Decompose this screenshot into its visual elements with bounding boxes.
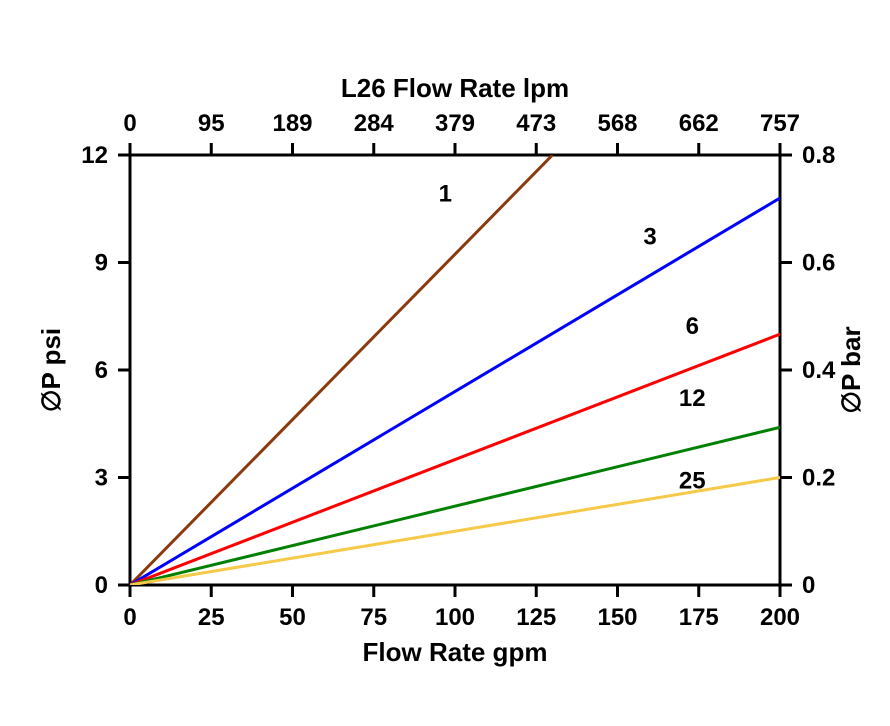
x-axis-bottom-title: Flow Rate gpm [363, 637, 548, 667]
ytick-left: 12 [81, 142, 108, 169]
chart-container: 0255075100125150175200Flow Rate gpm09518… [0, 0, 890, 726]
xtick-bottom: 200 [760, 604, 800, 631]
ytick-right: 0.6 [802, 250, 835, 277]
xtick-top: 662 [679, 110, 719, 137]
xtick-top: 189 [272, 110, 312, 137]
ytick-left: 0 [95, 572, 108, 599]
xtick-bottom: 25 [198, 604, 225, 631]
ytick-left: 9 [95, 250, 108, 277]
xtick-bottom: 100 [435, 604, 475, 631]
series-label-6: 6 [686, 313, 699, 340]
series-label-3: 3 [643, 224, 656, 251]
x-axis-top-title: L26 Flow Rate lpm [341, 73, 569, 103]
xtick-top: 757 [760, 110, 800, 137]
xtick-top: 568 [597, 110, 637, 137]
y-axis-left-title: ∅P psi [36, 328, 66, 412]
ytick-left: 6 [95, 357, 108, 384]
xtick-bottom: 50 [279, 604, 306, 631]
xtick-bottom: 75 [360, 604, 387, 631]
y-axis-right-title: ∅P bar [836, 326, 866, 413]
xtick-top: 379 [435, 110, 475, 137]
line-chart: 0255075100125150175200Flow Rate gpm09518… [0, 0, 890, 726]
xtick-top: 0 [123, 110, 136, 137]
ytick-right: 0.2 [802, 465, 835, 492]
xtick-bottom: 0 [123, 604, 136, 631]
xtick-bottom: 150 [597, 604, 637, 631]
series-label-1: 1 [439, 181, 452, 208]
ytick-right: 0 [802, 572, 815, 599]
ytick-left: 3 [95, 465, 108, 492]
series-label-12: 12 [679, 385, 706, 412]
series-label-25: 25 [679, 467, 706, 494]
ytick-right: 0.8 [802, 142, 835, 169]
xtick-top: 284 [354, 110, 395, 137]
xtick-bottom: 125 [516, 604, 556, 631]
xtick-bottom: 175 [679, 604, 719, 631]
xtick-top: 95 [198, 110, 225, 137]
xtick-top: 473 [516, 110, 556, 137]
ytick-right: 0.4 [802, 357, 836, 384]
